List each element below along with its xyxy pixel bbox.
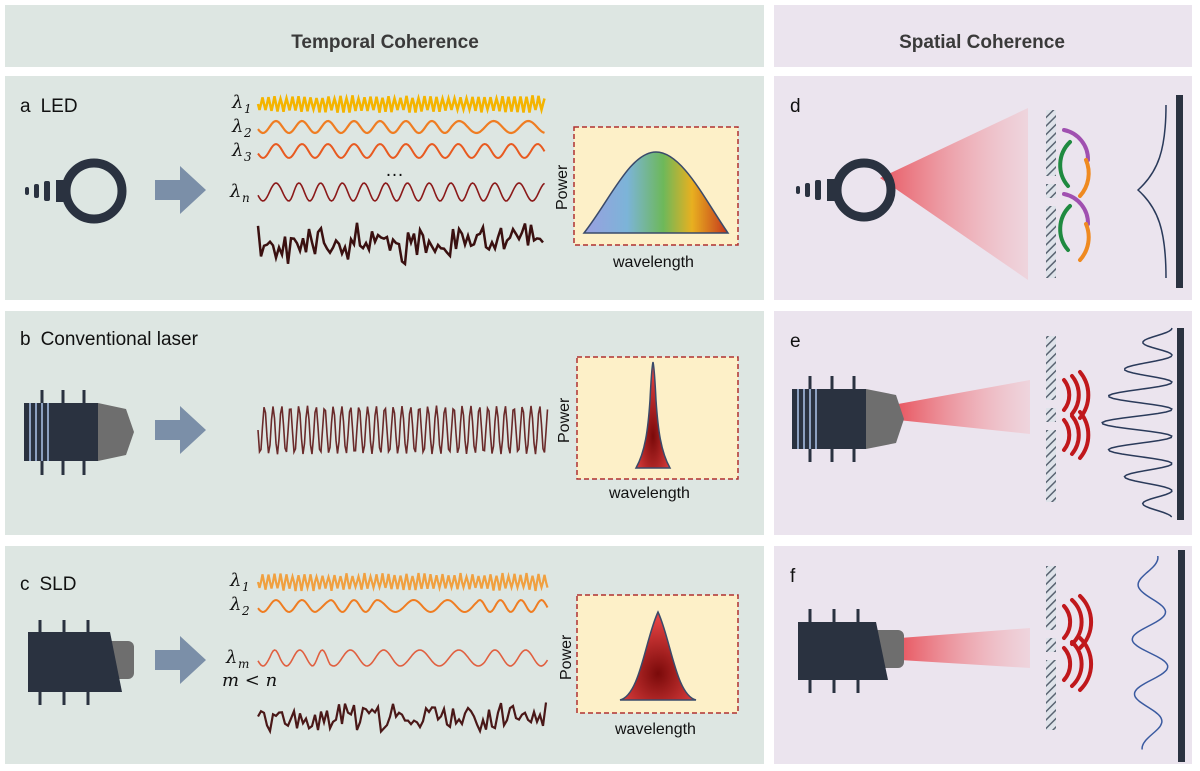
svg-text:m: m <box>238 657 249 671</box>
arrow-icon <box>155 636 206 684</box>
spectrum-inset-b <box>576 356 739 480</box>
wavelength-axis-label-b: wavelength <box>608 485 690 502</box>
sld-beam-f <box>900 628 1030 668</box>
panel-b-name: Conventional laser <box>41 329 199 350</box>
intensity-profile-d <box>1136 104 1167 279</box>
wave-lambda-2 <box>257 119 545 135</box>
sld-wave-lambda-m <box>257 649 549 667</box>
svg-text:2: 2 <box>241 604 250 618</box>
arrow-icon <box>155 166 206 214</box>
broad-spectrum-curve <box>582 151 730 234</box>
svg-text:2: 2 <box>243 126 252 140</box>
screen-d <box>1176 95 1183 288</box>
panel-a-name: LED <box>41 96 78 117</box>
wave-lambda-n <box>257 182 546 202</box>
incoherent-wavefronts <box>1058 128 1091 262</box>
sld-wave-lambda-2 <box>257 598 549 614</box>
sld-device-icon-f <box>798 609 904 693</box>
spatial-header-panel <box>774 5 1192 67</box>
svg-text:3: 3 <box>244 150 252 164</box>
screen-f <box>1178 550 1185 762</box>
svg-text:λ: λ <box>231 116 243 137</box>
narrow-spectrum-curve <box>634 361 672 469</box>
svg-text:1: 1 <box>244 102 252 116</box>
temporal-header-panel <box>5 5 764 67</box>
wave-lambda-3 <box>257 142 546 160</box>
laser-device-icon <box>24 390 134 475</box>
svg-text:λ: λ <box>229 594 241 615</box>
panel-d-letter: d <box>790 96 801 117</box>
laser-device-icon-e <box>792 376 904 462</box>
sld-superposed-wave <box>257 702 548 735</box>
led-bulb-icon <box>25 158 127 224</box>
sld-waves <box>256 571 549 735</box>
led-light-cone <box>880 108 1028 280</box>
svg-text:λ: λ <box>225 647 237 668</box>
double-slit-f <box>1046 566 1056 730</box>
double-slit-e <box>1046 336 1056 502</box>
svg-text:λ: λ <box>229 181 241 202</box>
led-bulb-icon-d <box>796 158 896 222</box>
svg-text:n: n <box>242 191 250 205</box>
double-slit-d <box>1046 110 1056 278</box>
condition-label: m < n <box>222 670 277 691</box>
panel-c-letter: c <box>20 574 30 595</box>
power-axis-label-a: Power <box>554 164 571 210</box>
fringe-curve-e <box>1101 327 1173 518</box>
svg-text:1: 1 <box>242 580 250 594</box>
power-axis-label-c: Power <box>558 634 575 680</box>
superposed-noise-wave <box>256 222 544 267</box>
interference-fringes-e <box>1101 327 1173 518</box>
laser-wave <box>257 405 549 456</box>
interference-fringes-f <box>1131 555 1169 750</box>
svg-text:λ: λ <box>231 92 243 113</box>
partial-wavefronts-f <box>1062 594 1094 692</box>
spectrum-inset-c <box>576 594 739 714</box>
sld-device-icon <box>28 620 134 705</box>
arrow-icon <box>155 406 206 454</box>
svg-text:λ: λ <box>229 570 241 591</box>
wave-ellipsis: … <box>385 160 404 181</box>
wave-lambda-1 <box>256 93 546 115</box>
spectrum-inset-a <box>573 126 739 246</box>
medium-spectrum-curve <box>619 610 697 701</box>
panel-b-letter: b <box>20 329 31 350</box>
power-axis-label-b: Power <box>556 397 573 443</box>
laser-sine-wave <box>257 405 549 456</box>
panel-a-letter: a <box>20 96 31 117</box>
fringe-curve-f <box>1131 555 1169 750</box>
svg-text:λ: λ <box>231 140 243 161</box>
sld-wave-lambda-1 <box>256 571 549 593</box>
spatial-header: Spatial Coherence <box>899 32 1065 53</box>
led-waves <box>256 93 546 267</box>
coherent-wavefronts-e <box>1062 370 1091 460</box>
temporal-header: Temporal Coherence <box>291 32 479 53</box>
panel-e-letter: e <box>790 331 801 352</box>
panel-f-letter: f <box>790 566 796 587</box>
screen-e <box>1177 328 1184 520</box>
laser-beam-e <box>898 380 1030 434</box>
panel-c-name: SLD <box>40 574 77 595</box>
wavelength-axis-label-c: wavelength <box>614 721 696 738</box>
wavelength-axis-label-a: wavelength <box>612 254 694 271</box>
